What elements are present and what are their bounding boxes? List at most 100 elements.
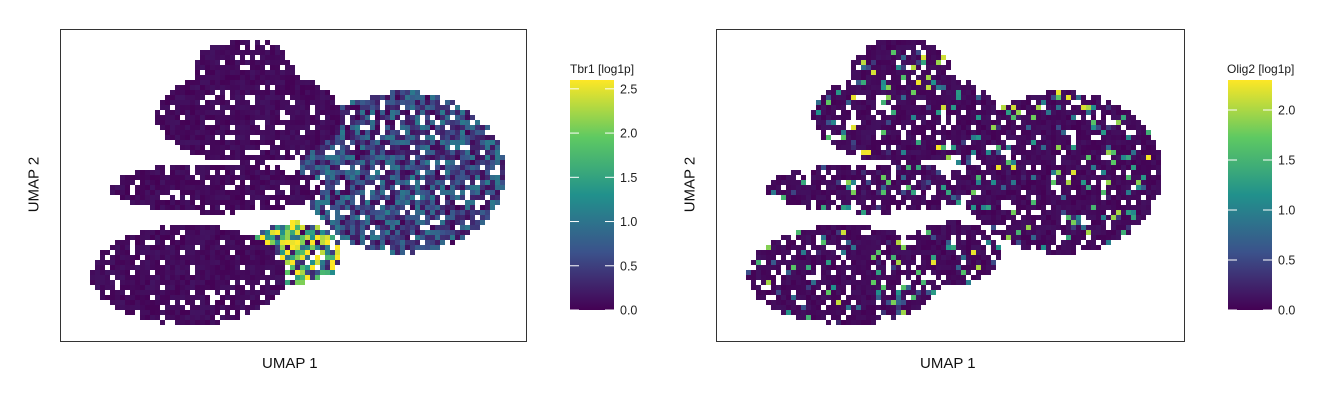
cell-point (240, 175, 245, 180)
cell-point (315, 110, 320, 115)
cell-point (751, 270, 756, 275)
cell-point (195, 255, 200, 260)
cell-point (841, 310, 846, 315)
cell-point (260, 90, 265, 95)
cell-point (265, 255, 270, 260)
cell-point (275, 240, 280, 245)
cell-point (1081, 150, 1086, 155)
cell-point (210, 145, 215, 150)
cell-point (480, 185, 485, 190)
cell-point (1006, 115, 1011, 120)
cell-point (996, 215, 1001, 220)
cell-point (946, 180, 951, 185)
cell-point (265, 150, 270, 155)
cell-point (410, 120, 415, 125)
cell-point (150, 190, 155, 195)
cell-point (996, 245, 1001, 250)
cell-point (270, 145, 275, 150)
cell-point (350, 130, 355, 135)
cell-point (250, 170, 255, 175)
cell-point (1111, 150, 1116, 155)
cell-point (290, 225, 295, 230)
cell-point (886, 185, 891, 190)
cell-point (240, 180, 245, 185)
cell-point (866, 130, 871, 135)
cell-point (390, 90, 395, 95)
cell-point (841, 195, 846, 200)
cell-point (986, 210, 991, 215)
cell-point (1111, 220, 1116, 225)
cell-point (395, 220, 400, 225)
cell-point (871, 70, 876, 75)
cell-point (941, 240, 946, 245)
cell-point (195, 90, 200, 95)
cell-point (976, 210, 981, 215)
cell-point (1041, 185, 1046, 190)
cell-point (185, 145, 190, 150)
cell-point (921, 60, 926, 65)
cell-point (160, 200, 165, 205)
cell-point (240, 260, 245, 265)
cell-point (831, 250, 836, 255)
cell-point (330, 250, 335, 255)
cell-point (480, 195, 485, 200)
cell-point (285, 245, 290, 250)
cell-point (821, 315, 826, 320)
cell-point (811, 240, 816, 245)
cell-point (881, 265, 886, 270)
cell-point (1066, 165, 1071, 170)
cell-point (1066, 140, 1071, 145)
cell-point (1141, 205, 1146, 210)
cell-point (165, 235, 170, 240)
cell-point (1086, 190, 1091, 195)
cell-point (966, 200, 971, 205)
cell-point (465, 140, 470, 145)
cell-point (951, 145, 956, 150)
cell-point (946, 240, 951, 245)
cell-point (185, 260, 190, 265)
cell-point (440, 235, 445, 240)
cell-point (781, 280, 786, 285)
cell-point (280, 100, 285, 105)
cell-point (170, 245, 175, 250)
cell-point (836, 300, 841, 305)
cell-point (320, 125, 325, 130)
cell-point (936, 265, 941, 270)
cell-point (1121, 230, 1126, 235)
cell-point (345, 170, 350, 175)
cell-point (325, 90, 330, 95)
cell-point (836, 230, 841, 235)
cell-point (435, 240, 440, 245)
cell-point (485, 145, 490, 150)
cell-point (861, 125, 866, 130)
cell-point (310, 260, 315, 265)
cell-point (305, 125, 310, 130)
cell-point (951, 90, 956, 95)
cell-point (1071, 110, 1076, 115)
cell-point (200, 210, 205, 215)
cell-point (305, 225, 310, 230)
cell-point (936, 95, 941, 100)
cell-point (1096, 190, 1101, 195)
cell-point (1136, 125, 1141, 130)
cell-point (335, 215, 340, 220)
cell-point (145, 295, 150, 300)
cell-point (315, 150, 320, 155)
cell-point (816, 250, 821, 255)
cell-point (881, 75, 886, 80)
cell-point (1061, 100, 1066, 105)
cell-point (1051, 150, 1056, 155)
cell-point (1081, 130, 1086, 135)
cell-point (896, 155, 901, 160)
cell-point (180, 240, 185, 245)
cell-point (1041, 220, 1046, 225)
cell-point (260, 185, 265, 190)
cell-point (916, 50, 921, 55)
cell-point (380, 165, 385, 170)
cell-point (1021, 230, 1026, 235)
cell-point (335, 130, 340, 135)
cell-point (420, 160, 425, 165)
cell-point (966, 250, 971, 255)
cell-point (946, 155, 951, 160)
cell-point (1056, 215, 1061, 220)
